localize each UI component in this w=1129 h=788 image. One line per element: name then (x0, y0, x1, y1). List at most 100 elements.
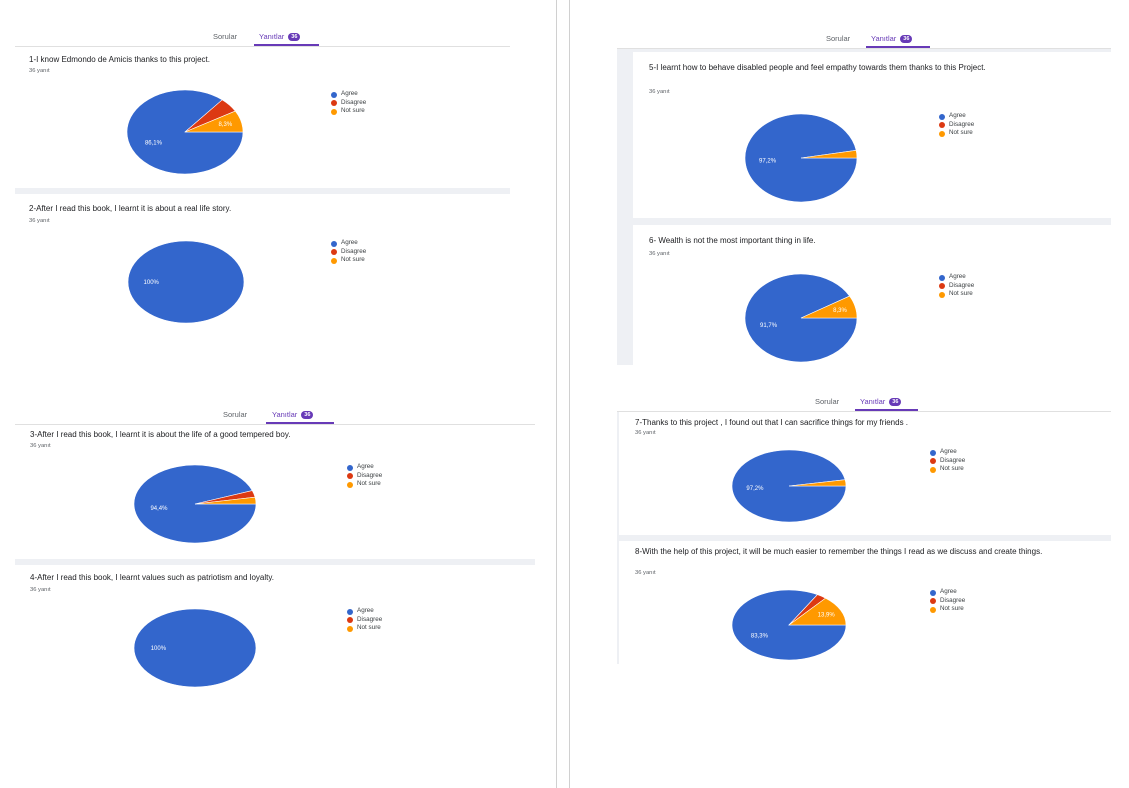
legend-label: Agree (357, 463, 374, 470)
legend-label: Agree (940, 448, 957, 455)
tab-responses-label: Yanıtlar (259, 32, 285, 41)
legend-item: Agree (347, 463, 382, 472)
legend-item: Disagree (930, 457, 965, 466)
legend-swatch-icon (331, 240, 337, 247)
tab-responses[interactable]: Yanıtlar 36 (272, 410, 314, 419)
legend-swatch-icon (347, 608, 353, 615)
slice-not-sure (788, 597, 847, 626)
slice-label: 94,4% (150, 506, 168, 512)
section-separator (633, 218, 1111, 225)
legend-item: Disagree (939, 282, 974, 291)
section-separator (15, 559, 535, 565)
tab-active-indicator (266, 422, 334, 424)
legend-item: Disagree (939, 121, 974, 130)
chart-legend: Agree Disagree Not sure (930, 588, 965, 614)
legend-label: Agree (949, 112, 966, 119)
response-count-badge: 36 (288, 33, 301, 41)
pie-chart-5: 97,2% (744, 113, 858, 203)
response-count: 36 yanıt (30, 587, 51, 593)
slice-label: 100% (144, 280, 160, 286)
pie-chart-2: 100% (127, 240, 245, 324)
response-count: 36 yanıt (649, 251, 670, 257)
tab-active-indicator (866, 46, 930, 48)
legend-item: Agree (930, 448, 965, 457)
section-separator (633, 49, 1111, 52)
legend-label: Disagree (341, 247, 367, 255)
tab-responses[interactable]: Yanıtlar 36 (871, 34, 913, 43)
question-title: 1-I know Edmondo de Amicis thanks to thi… (29, 55, 210, 64)
response-count: 36 yanıt (30, 443, 51, 449)
legend-item: Not sure (347, 480, 382, 489)
legend-label: Not sure (949, 290, 973, 297)
section-separator (617, 535, 1111, 541)
question-title: 7-Thanks to this project , I found out t… (635, 418, 909, 427)
question-title: 3-After I read this book, I learnt it is… (30, 430, 291, 439)
legend-label: Not sure (940, 465, 964, 472)
slice-label: 100% (151, 646, 167, 652)
legend-item: Disagree (347, 472, 382, 481)
response-count-badge: 36 (900, 35, 913, 43)
response-count: 36 yanıt (649, 89, 670, 95)
legend-label: Disagree (357, 471, 383, 479)
panel-divider-left (556, 0, 557, 788)
legend-label: Not sure (357, 480, 381, 487)
legend-item: Not sure (331, 256, 366, 265)
tab-questions[interactable]: Sorular (213, 32, 238, 41)
chart-legend: Agree Disagree Not sure (939, 112, 974, 138)
legend-label: Disagree (357, 615, 383, 623)
legend-item: Not sure (347, 624, 382, 633)
tab-responses[interactable]: Yanıtlar 36 (259, 32, 301, 41)
legend-label: Disagree (341, 98, 367, 106)
legend-swatch-icon (347, 625, 353, 632)
tab-bar-line (617, 411, 1111, 412)
tab-questions[interactable]: Sorular (223, 410, 248, 419)
slice-label: 83,3% (751, 634, 769, 640)
slice-label: 91,7% (760, 323, 778, 329)
slice-label: 97,2% (759, 158, 777, 164)
legend-item: Agree (939, 112, 974, 121)
legend-swatch-icon (930, 449, 936, 456)
pie-chart-8: 83,3% 13,9% (731, 589, 847, 661)
tab-questions[interactable]: Sorular (815, 397, 840, 406)
tab-bar: Sorular Yanıtlar 36 (15, 410, 535, 425)
question-title: 2-After I read this book, I learnt it is… (29, 204, 232, 213)
legend-swatch-icon (939, 291, 945, 298)
legend-item: Disagree (331, 248, 366, 257)
slice-label: 13,9% (818, 612, 836, 618)
chart-legend: Agree Disagree Not sure (939, 273, 974, 299)
page-background-strip (617, 412, 619, 664)
legend-swatch-icon (347, 481, 353, 488)
legend-swatch-icon (930, 598, 936, 604)
pie-chart-6: 91,7% 8,3% (744, 273, 858, 363)
slice-agree (127, 240, 245, 324)
slice-label: 8,3% (219, 122, 233, 128)
slice-label: 86,1% (145, 141, 163, 147)
legend-swatch-icon (331, 100, 337, 106)
legend-swatch-icon (331, 249, 337, 255)
legend-swatch-icon (331, 257, 337, 264)
legend-item: Not sure (930, 465, 965, 474)
chart-legend: Agree Disagree Not sure (930, 448, 965, 474)
tab-bar-line (617, 48, 1111, 49)
question-title: 8-With the help of this project, it will… (635, 547, 1043, 556)
tab-responses-label: Yanıtlar (860, 397, 886, 406)
response-count: 36 yanıt (29, 68, 50, 74)
tab-responses[interactable]: Yanıtlar 36 (860, 397, 902, 406)
tab-questions[interactable]: Sorular (826, 34, 851, 43)
legend-swatch-icon (939, 283, 945, 289)
tab-bar: Sorular Yanıtlar 36 (617, 397, 1111, 412)
legend-label: Disagree (949, 281, 975, 289)
legend-swatch-icon (347, 464, 353, 471)
tab-bar: Sorular Yanıtlar 36 (617, 34, 1111, 49)
legend-label: Not sure (357, 624, 381, 631)
legend-swatch-icon (930, 589, 936, 596)
tab-bar: Sorular Yanıtlar 36 (15, 32, 510, 47)
section-separator (15, 188, 510, 194)
tab-active-indicator (254, 44, 319, 46)
legend-item: Not sure (930, 605, 965, 614)
response-count: 36 yanıt (635, 570, 656, 576)
tab-responses-label: Yanıtlar (272, 410, 298, 419)
legend-label: Agree (940, 588, 957, 595)
legend-swatch-icon (930, 606, 936, 613)
question-title: 6- Wealth is not the most important thin… (649, 236, 816, 245)
